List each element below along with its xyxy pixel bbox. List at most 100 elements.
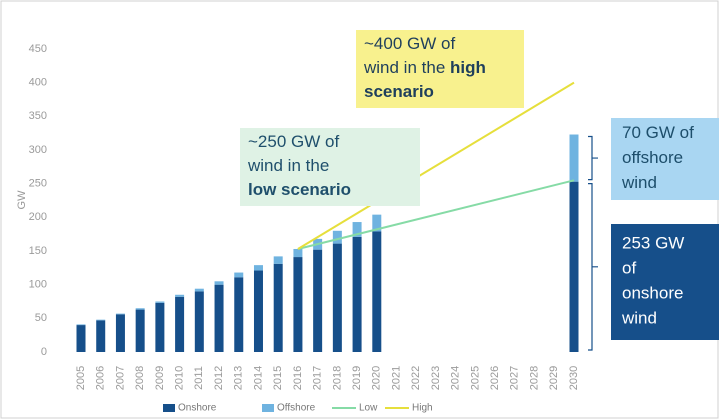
bar — [332, 243, 342, 352]
line — [297, 81, 575, 250]
annotation-box — [611, 224, 719, 340]
x-tick-label: 2021 — [390, 366, 402, 390]
bar — [253, 265, 263, 271]
legend-label: Onshore — [178, 403, 217, 414]
bar — [175, 296, 185, 352]
x-tick-label: 2029 — [548, 366, 560, 390]
line — [297, 179, 575, 250]
annotation-text: wind in the — [247, 156, 329, 175]
bar — [313, 249, 323, 352]
y-tick-label: 100 — [29, 279, 47, 291]
bar — [76, 324, 86, 326]
y-tick-label: 350 — [29, 110, 47, 122]
bar — [135, 309, 145, 352]
bar — [135, 308, 145, 310]
annotation-span: offshore — [622, 148, 683, 167]
legend-swatch — [262, 404, 274, 412]
x-tick-label: 2010 — [174, 366, 186, 390]
annotation-text: ~250 GW of — [248, 132, 339, 151]
x-tick-label: 2014 — [252, 366, 264, 390]
bar — [273, 256, 283, 264]
annotation-span: ~250 GW of — [248, 132, 339, 151]
annotation-text: wind — [621, 173, 657, 192]
bar — [372, 214, 382, 232]
x-tick-label: 2030 — [568, 366, 580, 390]
bar — [332, 230, 342, 244]
annotation-span: onshore — [622, 284, 683, 303]
legend-label: High — [412, 403, 433, 414]
bar — [155, 302, 165, 352]
x-tick-label: 2007 — [114, 366, 126, 390]
annotation-span: wind — [621, 309, 657, 328]
y-tick-label: 450 — [29, 43, 47, 55]
bar — [352, 222, 362, 237]
x-tick-label: 2011 — [193, 366, 205, 390]
x-tick-label: 2008 — [134, 366, 146, 390]
x-tick-label: 2006 — [95, 366, 107, 390]
x-tick-label: 2005 — [75, 366, 87, 390]
annotation-text: wind in the high — [363, 58, 486, 77]
y-tick-label: 50 — [35, 312, 47, 324]
annotation-box — [611, 118, 719, 200]
x-tick-label: 2026 — [489, 366, 501, 390]
annotation-span: scenario — [364, 82, 434, 101]
y-axis-label: GW — [16, 190, 28, 210]
annotation-span: high — [450, 58, 486, 77]
bar — [214, 281, 224, 285]
bar — [234, 272, 244, 278]
annotation-span: ~400 GW of — [364, 34, 455, 53]
x-tick-label: 2024 — [450, 366, 462, 390]
x-tick-label: 2017 — [312, 366, 324, 390]
annotation-text: of — [622, 259, 636, 278]
bar — [372, 231, 382, 352]
y-tick-label: 300 — [29, 144, 47, 156]
bar — [194, 288, 204, 292]
x-tick-label: 2016 — [292, 366, 304, 390]
x-tick-label: 2025 — [469, 366, 481, 390]
bar — [234, 277, 244, 352]
bar — [194, 291, 204, 352]
annotation-text: 70 GW of — [622, 123, 694, 142]
annotation-text: scenario — [364, 82, 434, 101]
bar — [569, 134, 579, 182]
x-tick-label: 2018 — [331, 366, 343, 390]
annotation-span: 253 GW — [622, 234, 684, 253]
x-tick-label: 2027 — [509, 366, 521, 390]
x-tick-label: 2012 — [213, 366, 225, 390]
annotation-text: wind — [621, 309, 657, 328]
annotation-text: ~400 GW of — [364, 34, 455, 53]
annotation-text: 253 GW — [622, 234, 684, 253]
y-tick-label: 150 — [29, 245, 47, 257]
bar — [115, 313, 125, 315]
annotation-span: of — [622, 259, 636, 278]
bar — [293, 257, 303, 352]
legend-label: Low — [359, 403, 378, 414]
bar — [293, 248, 303, 258]
bracket-onshore — [588, 183, 598, 351]
annotation-text: onshore — [622, 284, 683, 303]
legend-swatch — [163, 404, 175, 412]
bar — [569, 181, 579, 352]
bar — [253, 270, 263, 352]
legend-label: Offshore — [277, 403, 316, 414]
y-tick-label: 400 — [29, 77, 47, 89]
y-tick-label: 250 — [29, 178, 47, 190]
annotation-span: wind in the — [363, 58, 450, 77]
bar — [155, 301, 165, 303]
x-tick-label: 2009 — [154, 366, 166, 390]
annotation-span: wind in the — [247, 156, 329, 175]
bar — [214, 284, 224, 352]
annotation-span: wind — [621, 173, 657, 192]
bar — [96, 319, 106, 321]
bracket-offshore — [588, 135, 598, 181]
annotation-text: offshore — [622, 148, 683, 167]
annotation-box — [356, 30, 524, 108]
annotation-span: 70 GW of — [622, 123, 694, 142]
x-tick-label: 2023 — [430, 366, 442, 390]
x-tick-label: 2013 — [233, 366, 245, 390]
bar — [352, 236, 362, 352]
annotation-text: low scenario — [248, 180, 351, 199]
y-tick-label: 0 — [41, 346, 47, 358]
x-tick-label: 2028 — [528, 366, 540, 390]
